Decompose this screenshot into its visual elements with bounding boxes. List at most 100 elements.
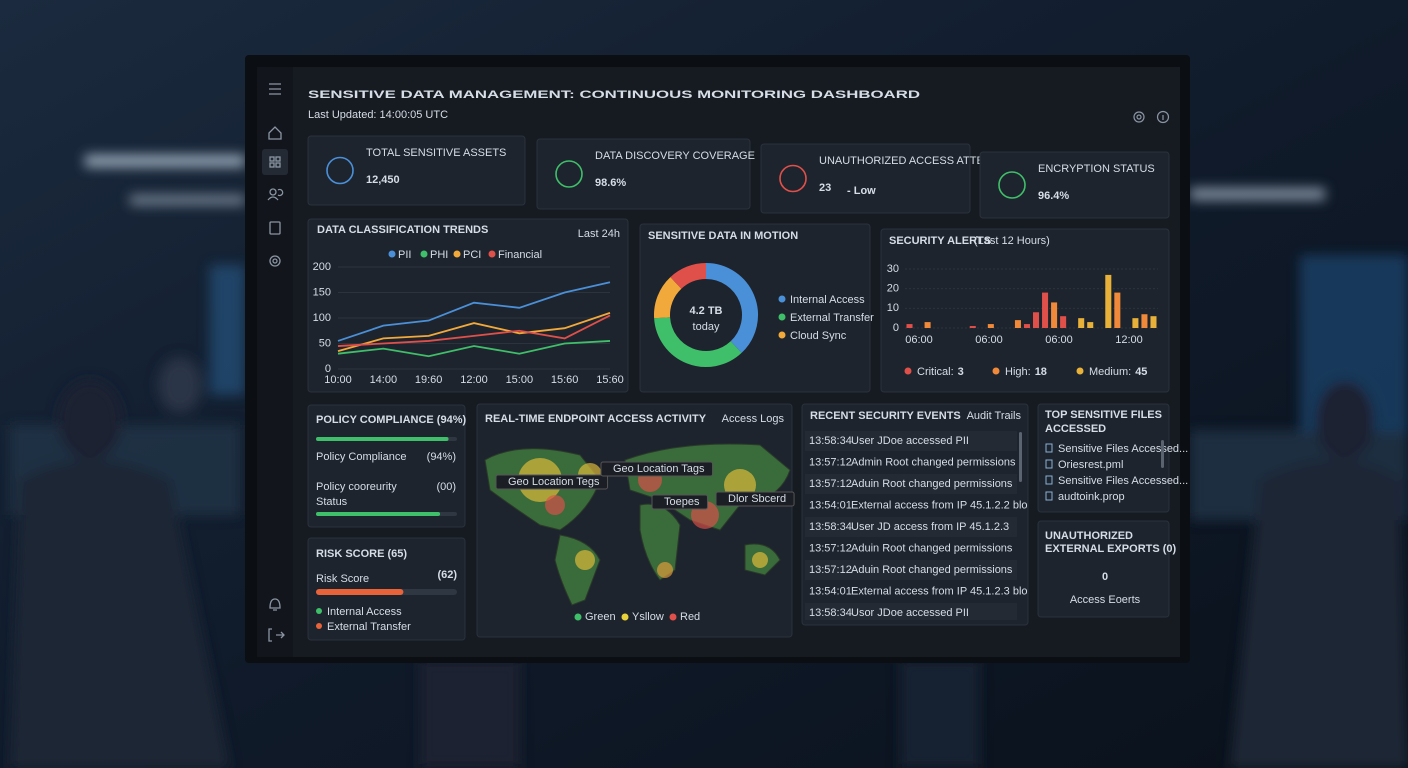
event-row-bg <box>805 474 1017 494</box>
item-label: Policy cooreurity <box>316 481 397 493</box>
summary-label: High: <box>1005 366 1031 378</box>
panel-title: TOP SENSITIVE FILES <box>1045 409 1162 421</box>
event-text: Aduin Root changed permissions <box>851 564 1013 576</box>
bar <box>1042 292 1049 328</box>
legend-label: Internal Access <box>327 606 402 618</box>
x-tick-label: 14:00 <box>370 374 398 386</box>
event-time: 13:57:12 <box>809 456 852 468</box>
panel-title: RECENT SECURITY EVENTS <box>810 410 961 422</box>
kpi-icon <box>555 160 583 188</box>
map-tag: Toepes <box>664 496 700 508</box>
series-line <box>337 314 611 347</box>
file-name: Sensitive Files Accessed... <box>1058 475 1188 487</box>
y-tick-label: 30 <box>887 263 899 275</box>
legend-label: Cloud Sync <box>790 330 847 342</box>
x-tick-label: 15:60 <box>551 374 579 386</box>
event-row-bg <box>805 560 1017 580</box>
kpi-value: 98.6% <box>595 177 626 189</box>
x-tick-label: 10:00 <box>324 374 352 386</box>
page-title: SENSITIVE DATA MANAGEMENT: CONTINUOUS MO… <box>308 89 920 101</box>
legend-swatch <box>316 608 322 614</box>
panel-title: EXTERNAL EXPORTS (0) <box>1045 543 1177 555</box>
kpi-value: 96.4% <box>1038 190 1069 202</box>
export-value: 0 <box>1102 571 1108 583</box>
y-tick-label: 0 <box>325 363 331 375</box>
file-name: Sensitive Files Accessed... <box>1058 443 1188 455</box>
summary-value: 45 <box>1135 366 1147 378</box>
bar <box>987 324 994 328</box>
legend-swatch <box>992 367 1000 375</box>
series-line <box>337 312 611 353</box>
panel <box>1037 520 1170 618</box>
legend-swatch <box>621 613 629 621</box>
series-line <box>337 281 611 342</box>
bar <box>924 322 931 328</box>
file-icon <box>1045 443 1053 453</box>
y-tick-label: 10 <box>887 302 899 314</box>
x-tick-label: 12:00 <box>1115 334 1143 346</box>
kpi-label: DATA DISCOVERY COVERAGE <box>595 150 755 162</box>
y-tick-label: 100 <box>313 312 331 324</box>
panel-note: Access Logs <box>722 413 785 425</box>
x-tick-label: 06:00 <box>975 334 1003 346</box>
donut-segment <box>670 263 707 290</box>
file-name: Oriesrest.pml <box>1058 459 1123 471</box>
event-text: Admin Root changed permissions <box>851 456 1016 468</box>
item-value: (00) <box>436 481 456 493</box>
donut-center: 4.2 TB <box>689 305 722 317</box>
bar <box>1141 314 1148 328</box>
map-hotspot <box>545 495 565 515</box>
progress-bar <box>316 512 441 516</box>
file-icon <box>1045 475 1053 485</box>
legend-label: PCI <box>463 249 481 261</box>
panel <box>307 404 466 528</box>
risk-label: Risk Score <box>316 573 369 585</box>
legend-swatch <box>420 250 428 258</box>
last-updated: Last Updated: 14:00:05 UTC <box>308 109 448 121</box>
scrollbar <box>1161 440 1164 468</box>
legend-label: External Transfer <box>327 621 411 633</box>
y-tick-label: 150 <box>313 286 331 298</box>
kpi-value: 23 <box>819 182 831 194</box>
event-time: 13:54:01 <box>809 499 852 511</box>
legend-label: Ysllow <box>632 611 664 623</box>
x-tick-label: 06:00 <box>905 334 933 346</box>
panel-title: ACCESSED <box>1045 423 1106 435</box>
x-tick-label: 06:00 <box>1045 334 1073 346</box>
bar <box>1014 320 1021 328</box>
panel-title: SENSITIVE DATA IN MOTION <box>648 230 798 242</box>
event-time: 13:57:12 <box>809 478 852 490</box>
legend-swatch <box>778 295 786 303</box>
event-time: 13:58:34 <box>809 435 852 447</box>
bar <box>1060 316 1067 328</box>
y-tick-label: 50 <box>319 337 331 349</box>
donut-segment <box>654 316 742 367</box>
bar <box>1078 318 1085 328</box>
event-text: Aduin Root changed permissions <box>851 478 1013 490</box>
panel <box>536 138 751 210</box>
panel-note: Last 24h <box>578 228 620 240</box>
summary-label: Medium: <box>1089 366 1131 378</box>
kpi-value: 12,450 <box>366 174 400 186</box>
event-time: 13:54:01 <box>809 585 852 597</box>
bar <box>1087 322 1094 328</box>
event-text: User JD access from IP 45.1.2.3 <box>851 521 1009 533</box>
event-time: 13:57:12 <box>809 542 852 554</box>
panel-title: POLICY COMPLIANCE (94%) <box>316 414 466 426</box>
legend-label: PII <box>398 249 411 261</box>
bar <box>1033 312 1040 328</box>
legend-label: Financial <box>498 249 542 261</box>
kpi-label: TOTAL SENSITIVE ASSETS <box>366 147 506 159</box>
bar <box>1150 316 1157 328</box>
map-tag: Geo Location Tegs <box>508 476 600 488</box>
map-tag-bg <box>495 474 609 490</box>
legend-swatch <box>778 313 786 321</box>
event-row-bg <box>805 603 1017 620</box>
legend-label: Internal Access <box>790 294 865 306</box>
summary-value: 3 <box>958 366 964 378</box>
file-icon <box>1045 491 1053 501</box>
bar <box>1023 324 1030 328</box>
bar <box>969 326 976 328</box>
